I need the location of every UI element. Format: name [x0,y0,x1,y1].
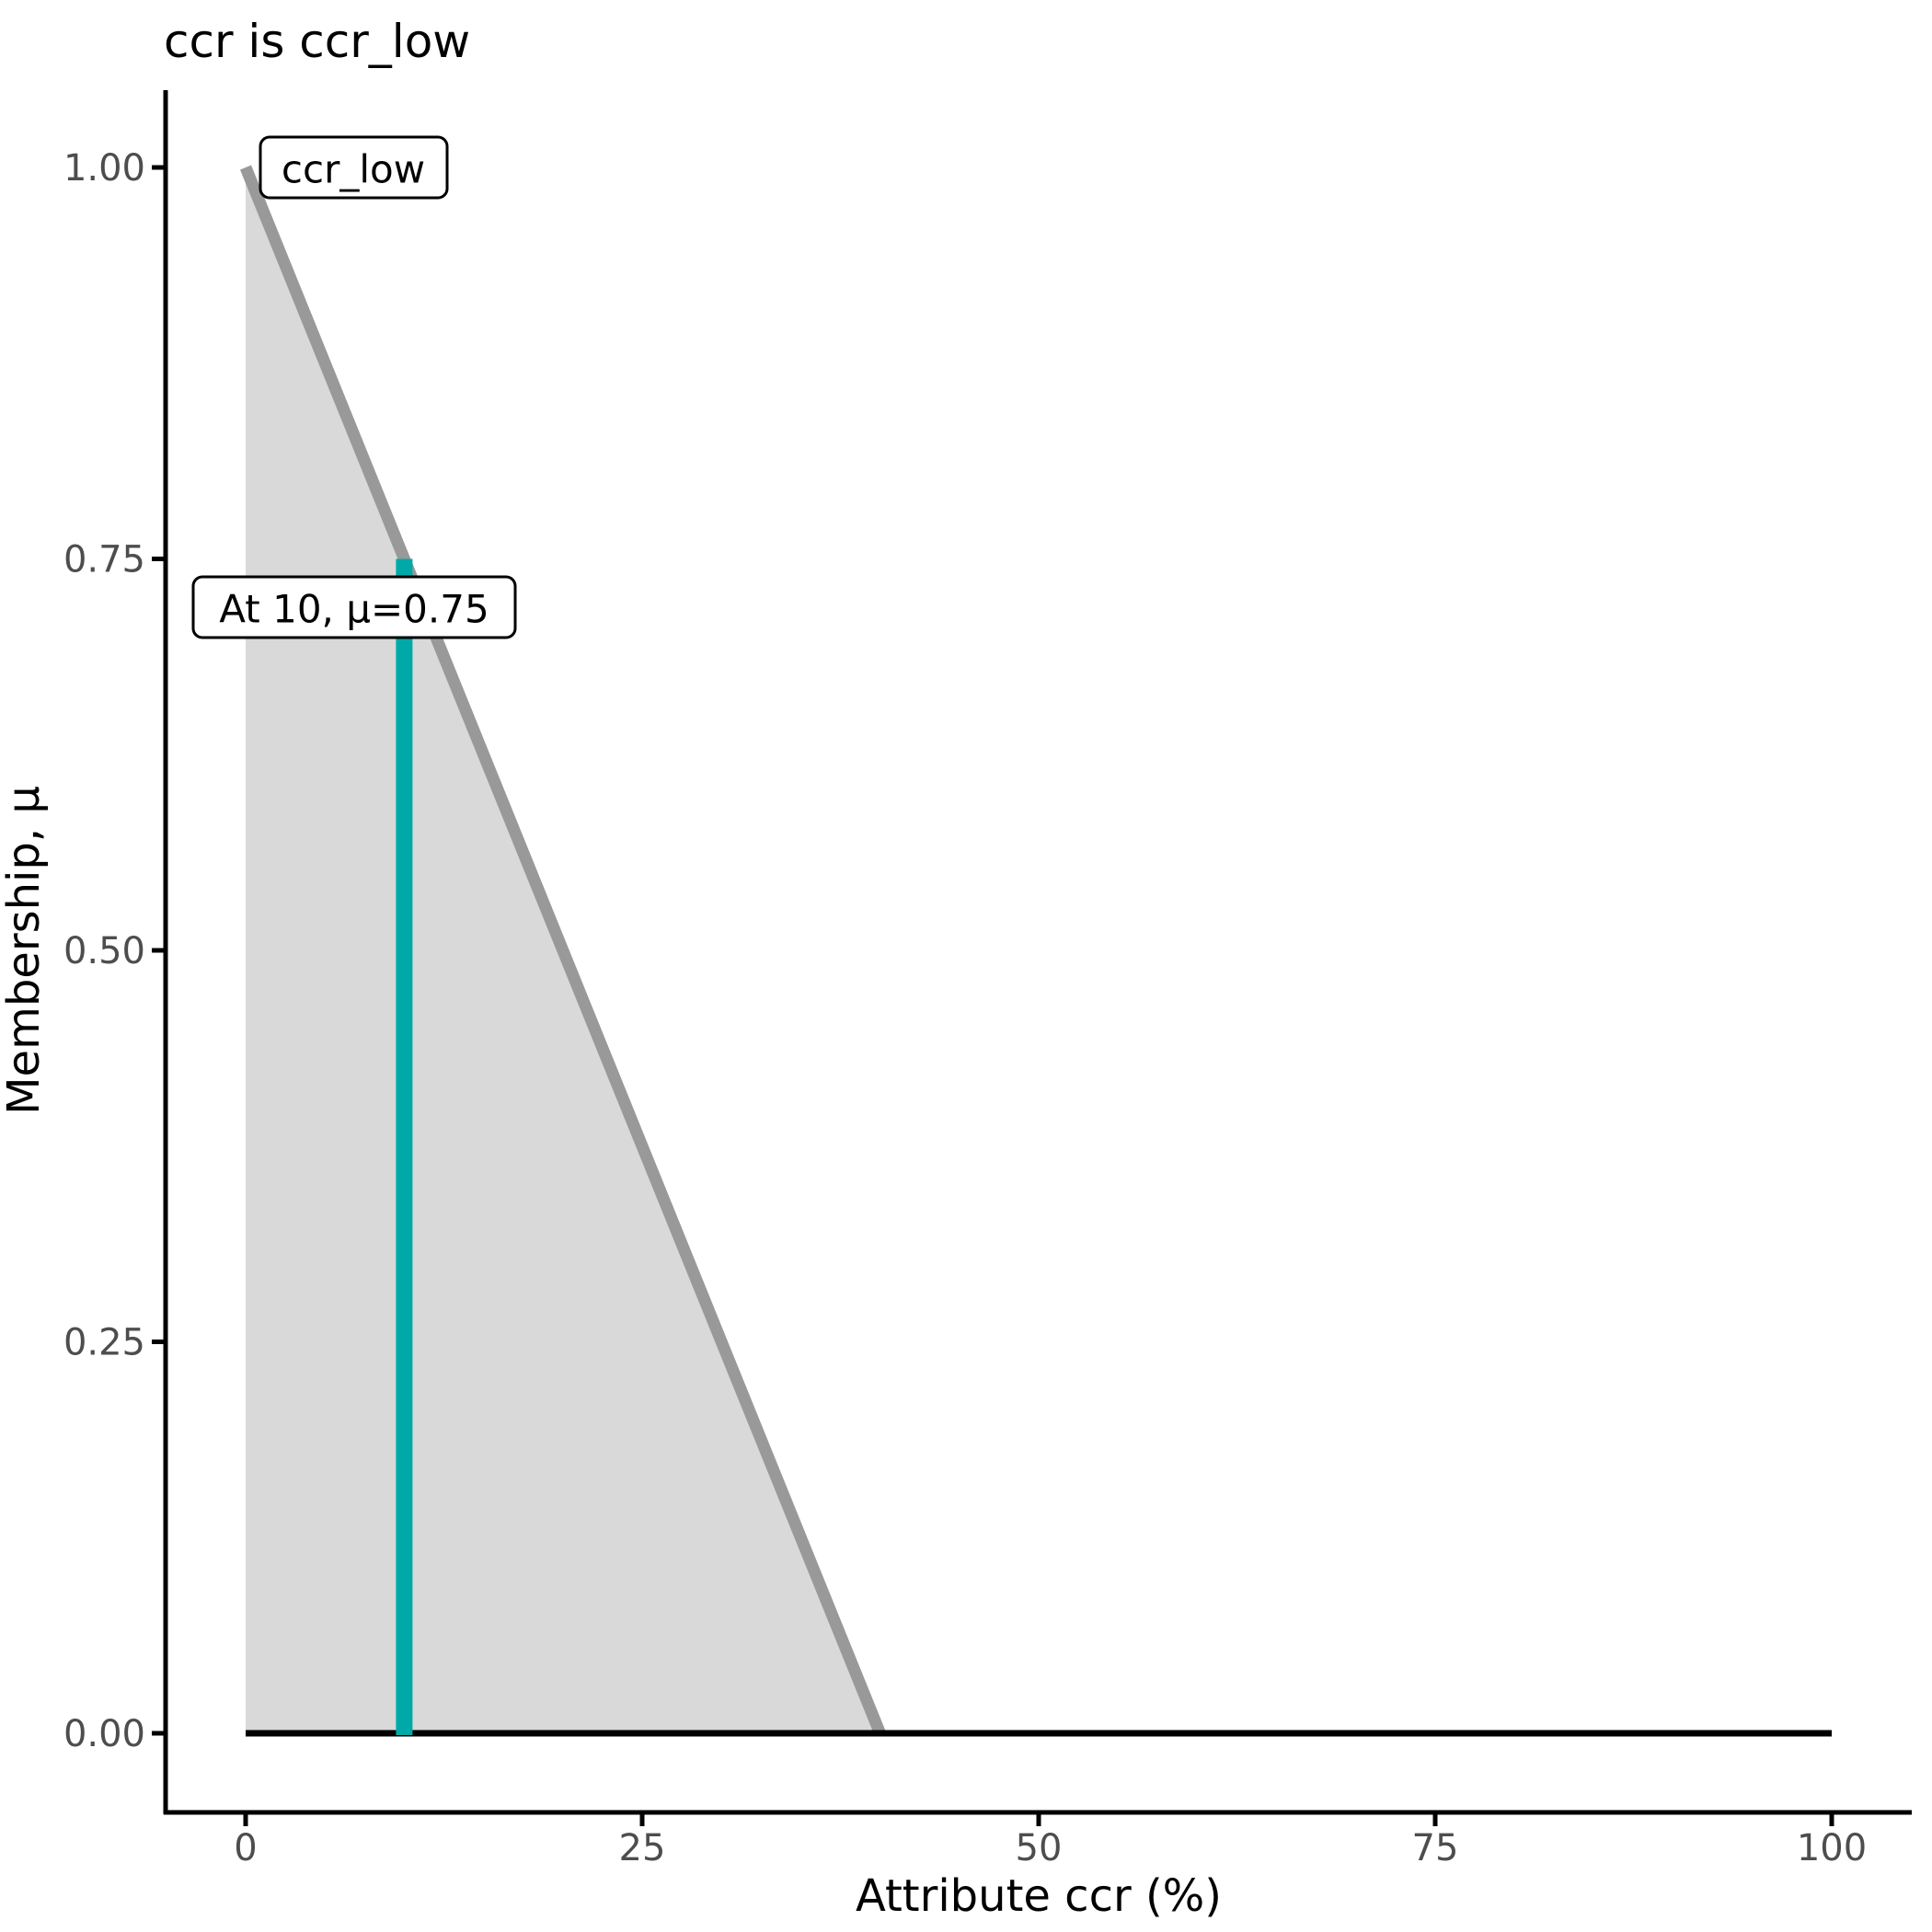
mf-label-text: ccr_low [282,147,425,192]
chart-layer [239,165,1832,1737]
mf-label: ccr_low [259,135,449,200]
mf-label-box [259,135,449,200]
plot-title: ccr is ccr_low [164,15,470,68]
y-tick-label: 0.00 [63,1713,145,1755]
x-tick-label: 100 [1797,1827,1867,1869]
mf-line [239,165,886,1736]
y-tick-label: 0.50 [63,930,145,972]
x-tick-label: 50 [1016,1827,1063,1869]
y-axis-title: Membership, μ [0,786,50,1115]
y-tick-label: 0.75 [63,539,145,581]
y-tick-label: 1.00 [63,147,145,190]
axes-layer: 0 25 50 75 100 0.00 0.25 0.50 0.75 1.00 [63,90,1912,1869]
y-tick-label: 0.25 [63,1322,145,1364]
x-tick-label: 0 [234,1827,257,1869]
x-tick-label: 25 [619,1827,666,1869]
x-axis-title: Attribute ccr (%) [856,1870,1222,1922]
x-tick-label: 75 [1412,1827,1459,1869]
crisp-label-box [191,575,517,639]
crisp-label: At 10, μ=0.75 [191,575,517,639]
crisp-label-text: At 10, μ=0.75 [219,587,489,632]
